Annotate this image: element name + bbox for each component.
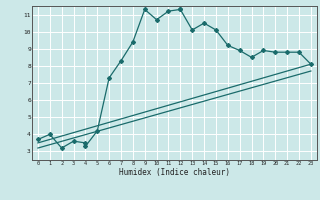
X-axis label: Humidex (Indice chaleur): Humidex (Indice chaleur) <box>119 168 230 177</box>
